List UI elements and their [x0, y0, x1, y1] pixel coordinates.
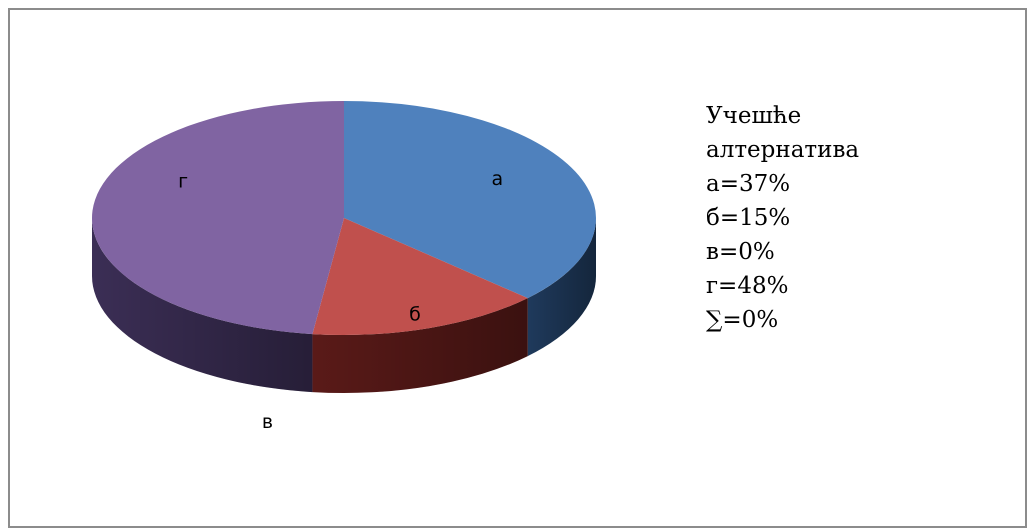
legend-line: б=15%	[706, 205, 791, 231]
legend-line: г=48%	[706, 273, 789, 299]
pie-side-shade-г	[92, 218, 313, 393]
slice-label-в: в	[262, 411, 273, 433]
pie-side-shade-а	[527, 218, 596, 357]
pie-top-faces	[91, 101, 596, 335]
legend-line: алтернатива	[706, 137, 860, 163]
legend-line: в=0%	[706, 239, 775, 265]
pie-side-walls	[92, 218, 596, 394]
pie-slice-labels: а б в г	[178, 168, 503, 433]
slice-label-а: а	[492, 168, 504, 190]
slice-label-б: б	[409, 303, 421, 325]
pie-slice-б	[312, 218, 528, 335]
legend-text: Учешће алтернатива а=37% б=15% в=0% г=48…	[706, 99, 859, 337]
pie-chart: а б в г	[91, 101, 596, 433]
pie-side-shade-б	[312, 298, 528, 394]
pie-slice-а	[344, 101, 596, 299]
legend-line: Учешће	[706, 103, 802, 129]
legend-line: ∑=0%	[706, 307, 779, 333]
pie-slice-г	[91, 101, 344, 335]
slice-label-г: г	[178, 170, 188, 192]
legend-line: а=37%	[706, 171, 791, 197]
